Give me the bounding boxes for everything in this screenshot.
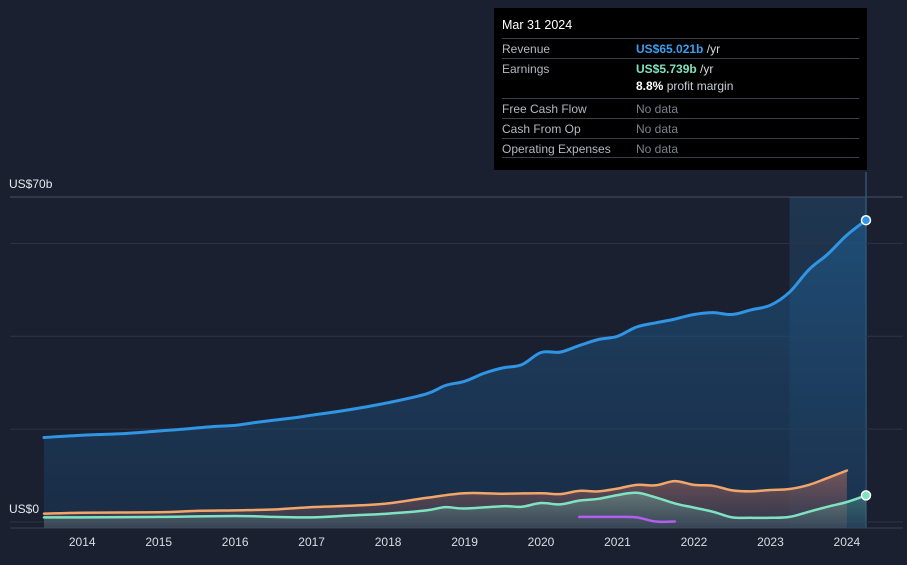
profit-margin-value: 8.8% [636, 79, 664, 93]
x-tick-label: 2017 [298, 535, 325, 549]
tooltip-date: Mar 31 2024 [502, 18, 573, 32]
x-tick-label: 2019 [451, 535, 478, 549]
x-tick-label: 2018 [375, 535, 402, 549]
x-tick-label: 2024 [834, 535, 861, 549]
tooltip-row-earnings: Earnings US$5.739b /yr 8.8% profit margi… [502, 58, 859, 98]
profit-margin-label: profit margin [666, 79, 734, 93]
revenue-value: US$65.021b [636, 42, 704, 56]
x-tick-label: 2021 [604, 535, 631, 549]
revenue-label: Revenue [502, 42, 551, 56]
opex-label: Operating Expenses [502, 142, 611, 156]
earnings-end-marker [860, 490, 872, 501]
free-cash-flow-line [578, 515, 677, 524]
x-tick-label: 2020 [528, 535, 555, 549]
cfo-value: No data [636, 122, 679, 136]
x-tick-label: 2015 [145, 535, 172, 549]
earnings-line [42, 491, 868, 520]
revenue-line [42, 218, 868, 439]
x-tick-label: 2023 [757, 535, 784, 549]
tooltip-row-opex: Operating Expenses No data [502, 138, 859, 158]
fcf-value: No data [636, 102, 679, 116]
revenue-end-marker [860, 214, 872, 226]
tooltip-panel: Mar 31 2024 Revenue US$65.021b /yr Earni… [494, 8, 867, 170]
earnings-value: US$5.739b [636, 62, 697, 76]
tooltip-row-revenue: Revenue US$65.021b /yr [502, 38, 859, 58]
y-tick-label: US$70b [9, 177, 53, 191]
revenue-unit: /yr [706, 42, 721, 56]
opex-value: No data [636, 142, 679, 156]
y-tick-label: US$0 [9, 502, 39, 516]
cfo-label: Cash From Op [502, 122, 581, 136]
tooltip-row-fcf: Free Cash Flow No data [502, 98, 859, 118]
x-tick-label: 2016 [222, 535, 249, 549]
earnings-area [44, 492, 866, 528]
earnings-label: Earnings [502, 62, 550, 76]
earnings-unit: /yr [700, 62, 714, 76]
fcf-label: Free Cash Flow [502, 102, 587, 116]
operating-expenses-line [42, 469, 849, 515]
tooltip-row-cfo: Cash From Op No data [502, 118, 859, 138]
x-tick-label: 2022 [681, 535, 708, 549]
revenue-area [44, 220, 866, 528]
x-tick-label: 2014 [69, 535, 96, 549]
